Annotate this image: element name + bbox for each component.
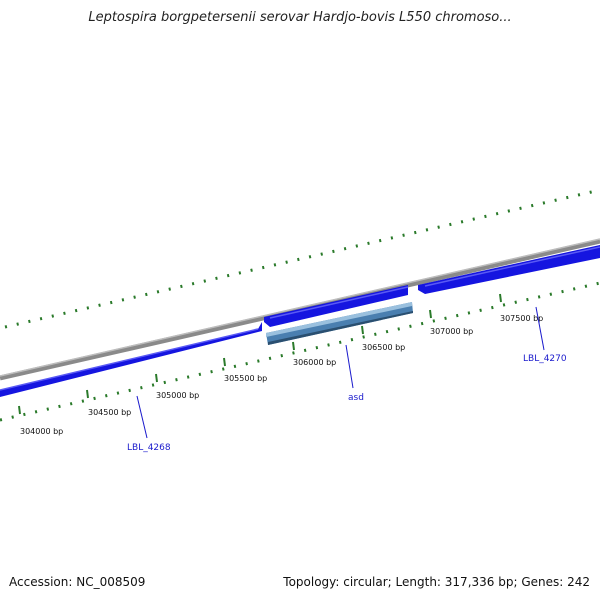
label-leader-lbl-4270 bbox=[535, 306, 545, 351]
gene-asd-shadow bbox=[268, 311, 413, 345]
gene-asd-sheen bbox=[266, 302, 412, 337]
major-tick bbox=[18, 405, 21, 415]
tick-labels: 304000 bp 304500 bp 305000 bp 305500 bp 3060… bbox=[20, 314, 543, 436]
label-leader-asd bbox=[345, 344, 354, 389]
major-tick bbox=[86, 389, 89, 399]
backbone-highlight bbox=[0, 238, 600, 377]
label-leader-lbl-4268 bbox=[136, 395, 148, 439]
major-tick bbox=[361, 325, 364, 335]
major-tick bbox=[155, 373, 158, 383]
major-tick bbox=[223, 357, 226, 367]
gene-sheen bbox=[0, 328, 259, 391]
map-title: Leptospira borgpetersenii serovar Hardjo… bbox=[88, 10, 512, 25]
major-tick bbox=[292, 341, 295, 351]
gene-labels: LBL_4268 asd LBL_4270 bbox=[127, 354, 567, 453]
gene-label[interactable]: LBL_4270 bbox=[523, 354, 567, 364]
accession-text: Accession: NC_008509 bbox=[9, 575, 146, 589]
major-tick bbox=[429, 309, 432, 319]
tick-label: 305500 bp bbox=[224, 374, 267, 383]
tick-label: 306000 bp bbox=[293, 358, 336, 367]
tick-label: 305000 bp bbox=[156, 391, 199, 400]
tick-label: 307000 bp bbox=[430, 327, 473, 336]
major-tick bbox=[499, 293, 502, 303]
major-ticks bbox=[18, 293, 502, 415]
topology-text: Topology: circular; Length: 317,336 bp; … bbox=[283, 575, 590, 589]
gene-label[interactable]: LBL_4268 bbox=[127, 443, 171, 453]
tick-label: 306500 bp bbox=[362, 343, 405, 352]
tick-label: 304500 bp bbox=[88, 408, 131, 417]
gene-label[interactable]: asd bbox=[348, 393, 364, 403]
gene-sheen bbox=[424, 246, 600, 287]
inner-tick-track bbox=[0, 281, 600, 422]
gene-sheen bbox=[269, 286, 409, 319]
tick-label: 304000 bp bbox=[20, 427, 63, 436]
tick-label: 307500 bp bbox=[500, 314, 543, 323]
